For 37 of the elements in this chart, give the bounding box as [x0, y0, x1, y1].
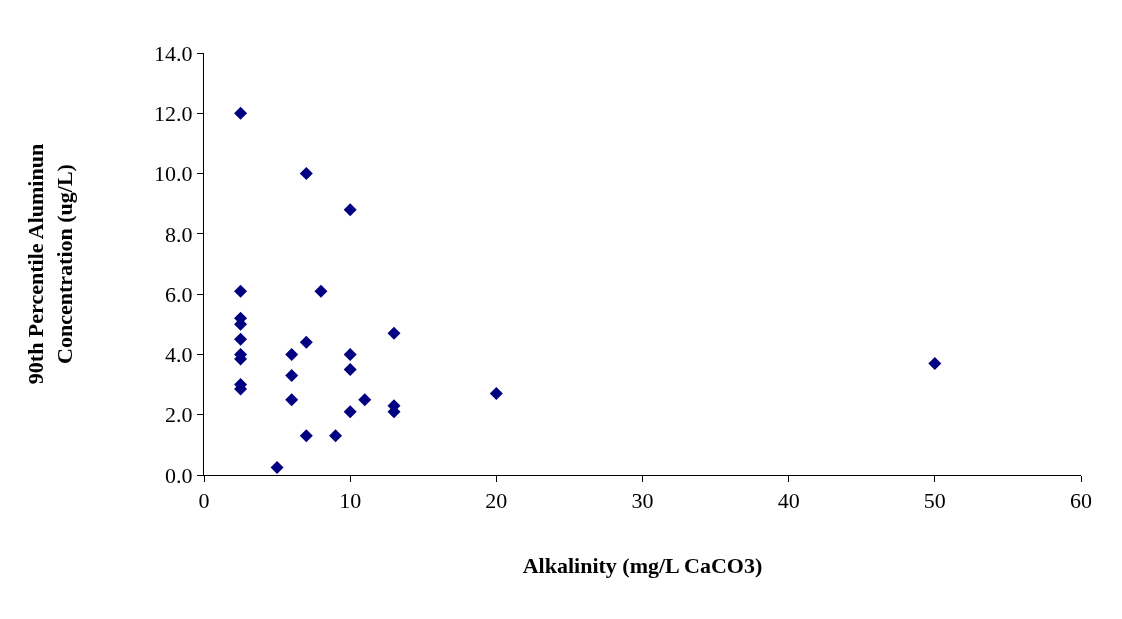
- x-tick-label: 50: [923, 488, 946, 514]
- point: [343, 203, 357, 217]
- x-tick-label: 60: [1070, 488, 1092, 514]
- y-tick-label: 0.0: [165, 462, 193, 488]
- point: [314, 284, 328, 298]
- y-tick-label: 6.0: [165, 281, 193, 307]
- point: [234, 332, 248, 346]
- point: [387, 326, 401, 340]
- point: [299, 335, 313, 349]
- x-tick-label: 20: [485, 488, 508, 514]
- point: [234, 106, 248, 120]
- x-tick-label: 0: [198, 488, 210, 514]
- point: [285, 393, 299, 407]
- y-tick-label: 4.0: [165, 342, 193, 368]
- point: [343, 363, 357, 376]
- point: [234, 284, 248, 298]
- point: [285, 347, 299, 361]
- point: [343, 347, 357, 361]
- point: [285, 369, 299, 383]
- point: [329, 429, 343, 443]
- y-tick-label: 14.0: [154, 40, 193, 66]
- y-tick-label: 8.0: [165, 221, 193, 247]
- point: [299, 429, 313, 443]
- point: [358, 393, 372, 407]
- y-tick-label: 10.0: [154, 161, 193, 187]
- x-tick-label: 40: [777, 488, 800, 514]
- y-axis-title: 90th Percentile Aluminun Concentration (ug/L): [23, 143, 77, 385]
- y-tick-label: 12.0: [154, 100, 193, 126]
- point: [489, 387, 503, 401]
- point: [270, 460, 284, 474]
- point: [928, 356, 942, 370]
- y-tick-label: 2.0: [165, 402, 193, 428]
- point: [343, 405, 357, 419]
- point: [299, 167, 313, 181]
- x-axis-title: Alkalinity (mg/L CaCO3): [522, 553, 763, 579]
- x-tick-label: 10: [339, 488, 362, 514]
- x-tick-label: 30: [631, 488, 654, 514]
